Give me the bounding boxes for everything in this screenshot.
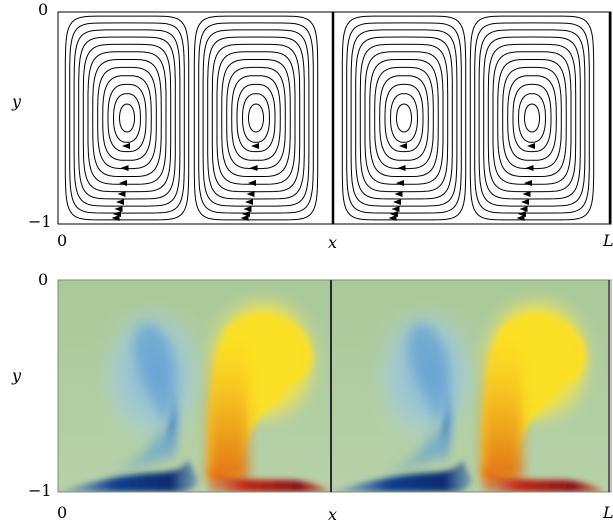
color-map-plot	[57, 279, 612, 493]
streamline	[355, 36, 453, 200]
flow-arrow	[527, 143, 535, 149]
streamline	[396, 103, 412, 133]
streamline	[517, 93, 547, 143]
streamline	[248, 103, 264, 133]
top-y-tick-0: 0	[38, 0, 49, 19]
streamline	[492, 51, 572, 185]
bottom-y-tick-minus1: −1	[28, 481, 52, 500]
streamline	[350, 29, 458, 207]
flow-arrow	[519, 206, 528, 212]
streamline	[341, 15, 467, 221]
flow-arrow	[396, 180, 404, 186]
flow-arrow	[522, 191, 531, 197]
flow-arrow	[122, 143, 130, 149]
streamline	[107, 83, 147, 153]
bottom-x-axis-label: x	[328, 505, 338, 524]
flow-arrow	[248, 180, 256, 186]
streamline	[73, 29, 181, 207]
bottom-x-tick-L: L	[603, 503, 613, 522]
flow-arrow	[521, 199, 529, 205]
streamline	[207, 36, 305, 200]
flow-arrow	[394, 191, 403, 197]
streamline	[346, 22, 462, 214]
streamline	[474, 22, 590, 214]
streamline	[216, 51, 296, 185]
streamline	[92, 59, 162, 177]
streamline	[226, 66, 286, 170]
streamline	[497, 59, 567, 177]
flow-arrow	[117, 191, 126, 197]
streamline	[364, 51, 444, 185]
streamline-plot	[57, 11, 612, 225]
streamline	[241, 93, 271, 143]
bottom-y-axis-label: y	[12, 366, 22, 385]
streamline	[483, 36, 581, 200]
top-y-axis-label: y	[12, 92, 22, 111]
streamline	[502, 66, 562, 170]
flow-arrow	[525, 165, 534, 171]
vortex-streamlines	[64, 15, 595, 221]
top-x-tick-L: L	[603, 231, 613, 250]
streamline	[507, 75, 557, 161]
color-map-cell-right	[332, 280, 608, 492]
streamline	[69, 22, 185, 214]
streamline	[193, 15, 319, 221]
flow-arrow	[524, 180, 532, 186]
streamline	[374, 66, 434, 170]
top-y-tick-minus1: −1	[28, 212, 52, 231]
streamline	[112, 93, 142, 143]
streamline	[478, 29, 586, 207]
streamline	[82, 43, 172, 193]
streamline	[221, 59, 291, 177]
flow-arrow	[119, 180, 127, 186]
top-x-tick-0: 0	[57, 231, 68, 250]
streamline	[359, 43, 449, 193]
flow-arrow	[240, 215, 249, 221]
streamline	[369, 59, 439, 177]
top-x-axis-label: x	[328, 233, 338, 252]
flow-arrow	[393, 199, 401, 205]
streamline	[379, 75, 429, 161]
streamline	[202, 29, 310, 207]
color-map-cell-left	[58, 280, 334, 492]
streamline	[389, 93, 419, 143]
streamline	[236, 83, 276, 153]
flow-arrow	[249, 165, 258, 171]
bottom-panel-frame	[57, 279, 612, 493]
streamline	[198, 22, 314, 214]
streamline	[102, 75, 152, 161]
streamline	[384, 83, 424, 153]
streamline	[469, 15, 595, 221]
bottom-y-tick-0: 0	[38, 270, 49, 289]
streamline	[211, 43, 301, 193]
streamline	[97, 66, 157, 170]
flow-arrow	[391, 206, 400, 212]
flow-arrow	[114, 206, 123, 212]
flow-arrow	[399, 143, 407, 149]
flow-arrow	[251, 143, 259, 149]
flow-arrow	[116, 199, 124, 205]
flow-arrow	[246, 191, 255, 197]
streamline	[119, 103, 135, 133]
streamline	[78, 36, 176, 200]
streamline	[524, 103, 540, 133]
streamline	[64, 15, 190, 221]
streamline	[231, 75, 281, 161]
flow-arrow	[120, 165, 129, 171]
streamline	[87, 51, 167, 185]
streamline	[487, 43, 577, 193]
flow-arrow	[388, 215, 397, 221]
streamline	[512, 83, 552, 153]
flow-arrow	[516, 215, 525, 221]
bottom-x-tick-0: 0	[57, 503, 68, 522]
flow-arrow	[111, 215, 120, 221]
flow-arrow	[397, 165, 406, 171]
flow-arrow	[243, 206, 252, 212]
flow-arrow	[245, 199, 253, 205]
